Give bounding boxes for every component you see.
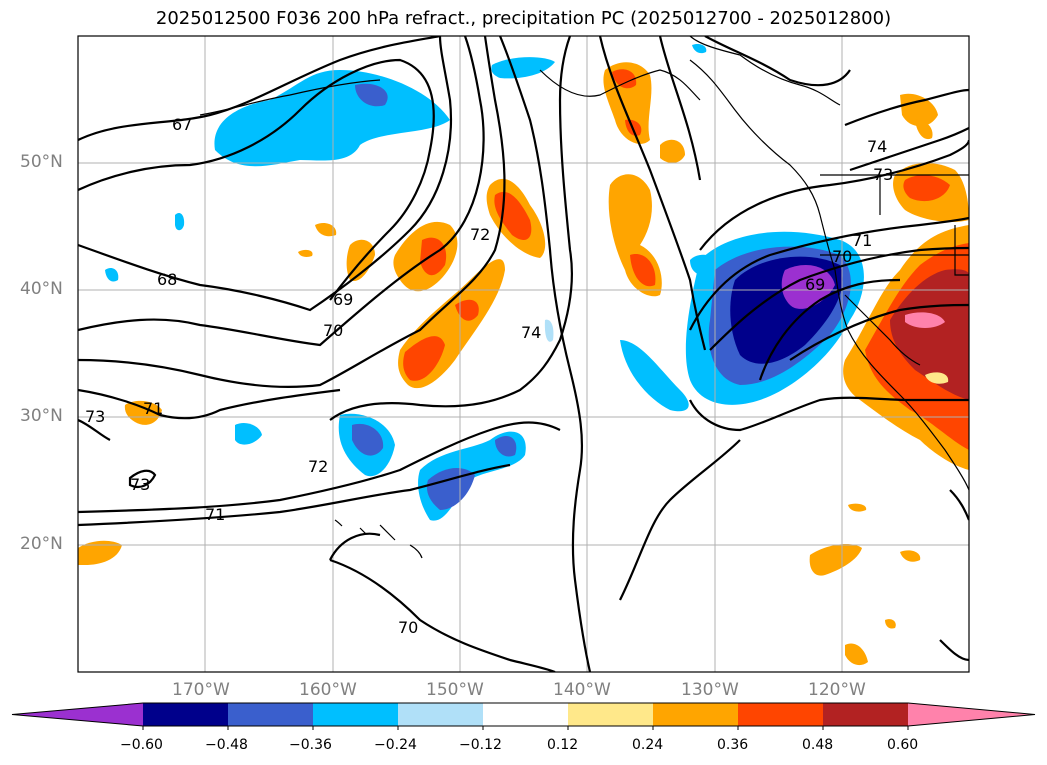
lon-label: 170°W (172, 680, 230, 700)
colorbar-tick-label: −0.60 (120, 737, 163, 753)
lon-label: 130°W (681, 680, 739, 700)
colorbar-tick-label: −0.24 (374, 737, 417, 753)
colorbar-segment (483, 703, 568, 726)
contour-label: 69 (805, 275, 825, 294)
contour-label: 73 (130, 475, 150, 494)
lon-label: 160°W (299, 680, 357, 700)
lon-label: 150°W (426, 680, 484, 700)
colorbar-tick-label: 0.48 (802, 737, 834, 753)
lat-label: 50°N (20, 152, 63, 172)
contour-label: 67 (172, 115, 192, 134)
contour-label: 69 (333, 290, 353, 309)
colorbar (11, 702, 1036, 730)
contour-label: 71 (205, 505, 225, 524)
contour-label: 71 (852, 231, 872, 250)
colorbar-tick-label: 0.24 (632, 737, 664, 753)
colorbar-segment (143, 703, 228, 726)
lat-label: 30°N (20, 406, 63, 426)
colorbar-tick-label: 0.60 (887, 737, 919, 753)
colorbar-tick-label: 0.36 (717, 737, 749, 753)
negative-anomaly-fill (105, 43, 864, 521)
contour-label: 72 (308, 457, 328, 476)
contour-label: 68 (157, 270, 177, 289)
colorbar-segment (568, 703, 653, 726)
refractivity-contours (78, 36, 969, 672)
contour-label: 74 (521, 323, 541, 342)
colorbar-segment (313, 703, 398, 726)
contour-labels: 67 68 69 70 71 72 73 74 69 70 71 72 73 7… (85, 115, 893, 637)
lat-label: 40°N (20, 279, 63, 299)
colorbar-tick-label: −0.12 (459, 737, 502, 753)
colorbar-tick-label: −0.48 (205, 737, 248, 753)
positive-anomaly-fill (78, 62, 969, 666)
contour-label: 70 (323, 321, 343, 340)
colorbar-tick-label: −0.36 (289, 737, 332, 753)
contour-label: 70 (398, 618, 418, 637)
colorbar-extend-high (908, 703, 1035, 726)
contour-label: 73 (873, 165, 893, 184)
contour-label: 73 (85, 407, 105, 426)
colorbar-extend-low (12, 703, 143, 726)
map-title: 2025012500 F036 200 hPa refract., precip… (155, 8, 892, 29)
colorbar-segment (823, 703, 908, 726)
colorbar-segment (398, 703, 483, 726)
lon-label: 140°W (553, 680, 611, 700)
contour-label: 70 (832, 247, 852, 266)
lat-label: 20°N (20, 534, 63, 554)
colorbar-segment (228, 703, 313, 726)
contour-label: 72 (470, 225, 490, 244)
contour-label: 71 (143, 399, 163, 418)
colorbar-segment (653, 703, 738, 726)
colorbar-tick-label: 0.12 (547, 737, 579, 753)
contour-label: 74 (867, 137, 887, 156)
map-frame (77, 35, 970, 673)
lon-label: 120°W (808, 680, 866, 700)
colorbar-segment (738, 703, 823, 726)
